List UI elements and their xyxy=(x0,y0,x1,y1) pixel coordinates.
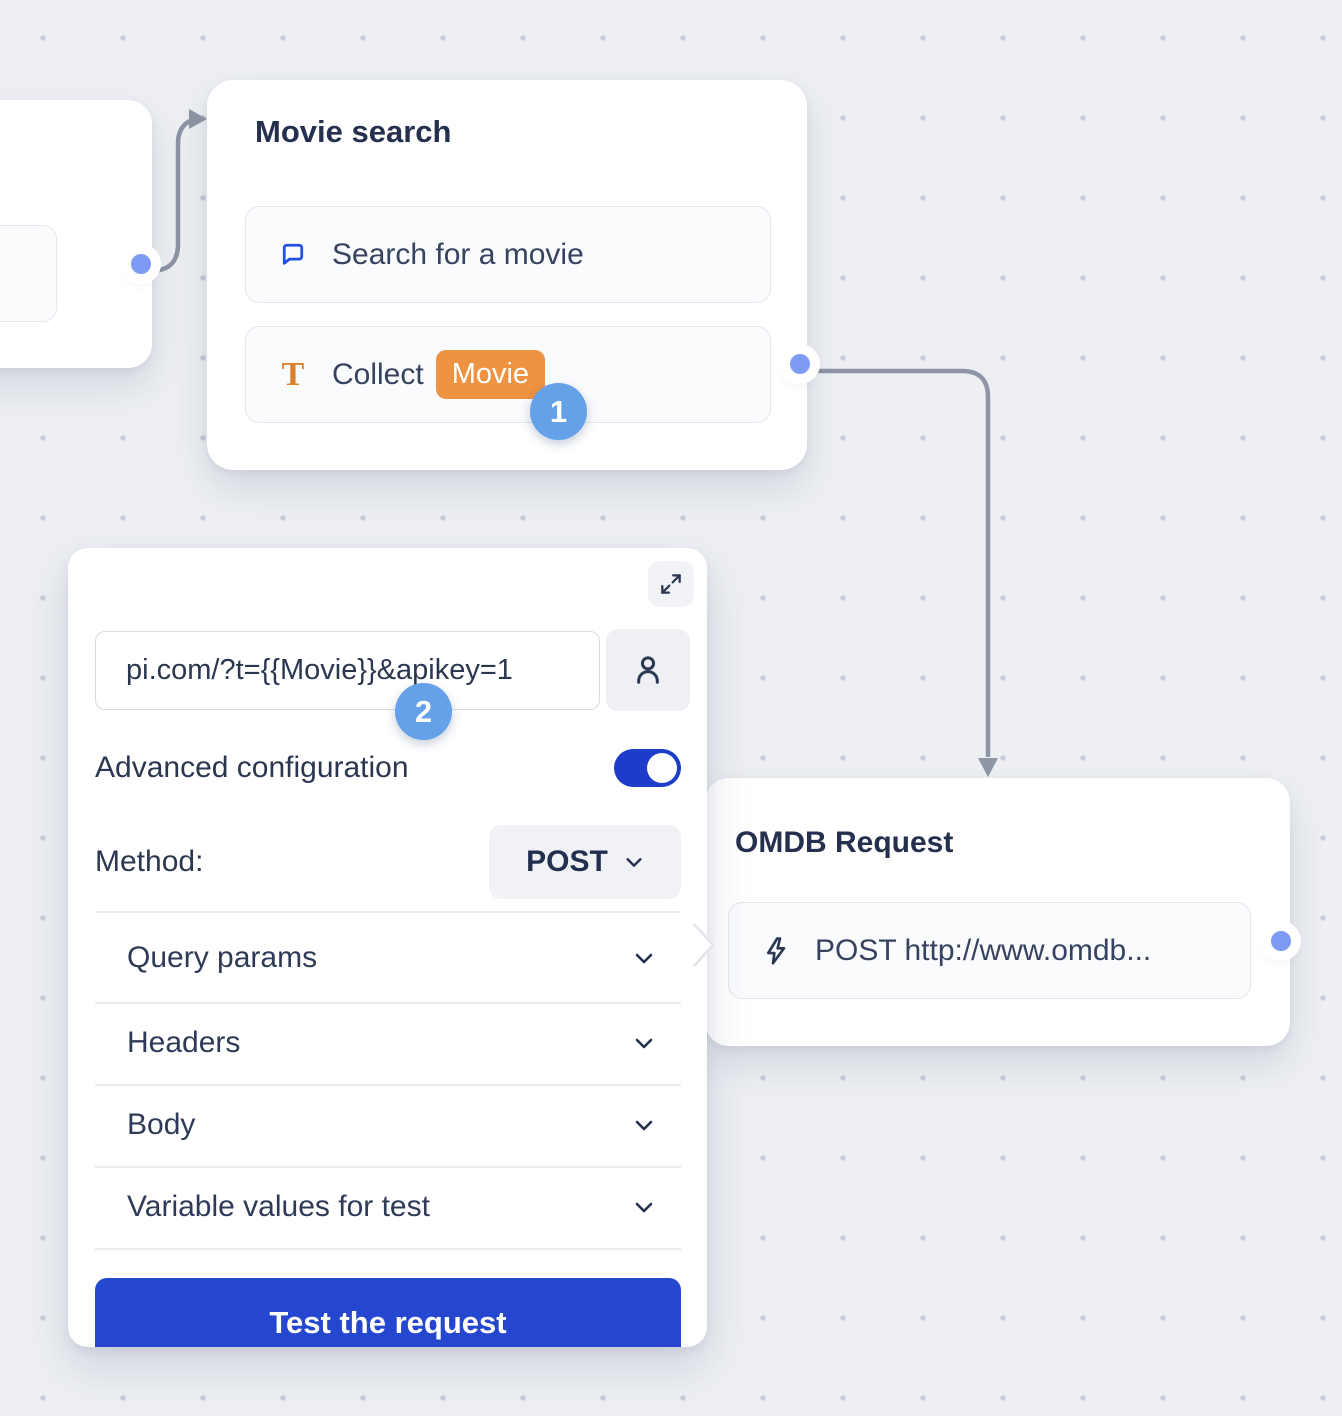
option-row-collect[interactable]: T Collect Movie xyxy=(245,326,771,423)
option-label: Collect xyxy=(332,357,424,391)
divider xyxy=(95,1002,681,1004)
node-title: OMDB Request xyxy=(735,826,954,859)
webhook-config-panel[interactable]: Advanced configuration Method: POST Quer… xyxy=(68,548,707,1347)
section-label: Headers xyxy=(127,1026,241,1059)
lightning-icon xyxy=(759,936,793,966)
divider xyxy=(95,1166,681,1168)
edge-arrowhead-down xyxy=(978,758,998,777)
divider xyxy=(95,1084,681,1086)
request-url-input[interactable] xyxy=(95,631,600,710)
divider xyxy=(95,911,681,913)
option-row-partial[interactable] xyxy=(0,225,57,322)
test-request-button[interactable]: Test the request xyxy=(95,1278,681,1347)
method-label: Method: xyxy=(95,845,204,878)
step-badge-2: 2 xyxy=(395,683,452,740)
output-port[interactable] xyxy=(131,254,151,274)
edge-left-to-movie-search xyxy=(149,116,200,274)
section-variable-values[interactable]: Variable values for test xyxy=(95,1168,681,1246)
chevron-down-icon xyxy=(626,858,642,867)
toggle-knob xyxy=(647,753,677,783)
edge-movie-search-to-omdb xyxy=(817,368,991,757)
text-input-icon: T xyxy=(281,355,305,393)
section-label: Variable values for test xyxy=(127,1190,430,1223)
divider xyxy=(95,1248,681,1250)
node-omdb-request[interactable]: OMDB Request POST http://www.omdb... xyxy=(705,778,1290,1046)
node-movie-search[interactable]: Movie search Search for a movie T Collec… xyxy=(207,80,807,470)
method-value: POST xyxy=(526,845,608,878)
option-label: Search for a movie xyxy=(332,237,584,271)
insert-variable-button[interactable] xyxy=(606,629,690,711)
panel-connector-notch xyxy=(693,923,715,967)
advanced-configuration-label: Advanced configuration xyxy=(95,751,409,784)
chevron-down-icon xyxy=(635,1202,653,1213)
output-port[interactable] xyxy=(790,354,810,374)
expand-button[interactable] xyxy=(648,561,694,607)
node-previous-partial[interactable] xyxy=(0,100,152,368)
chevron-down-icon xyxy=(635,1120,653,1131)
section-label: Query params xyxy=(127,940,318,974)
option-row-message[interactable]: Search for a movie xyxy=(245,206,771,303)
chevron-down-icon xyxy=(635,953,653,963)
person-icon xyxy=(637,656,659,684)
edge-arrowhead-right xyxy=(189,109,207,129)
method-dropdown[interactable]: POST xyxy=(489,825,681,899)
expand-icon xyxy=(661,574,681,594)
chevron-down-icon xyxy=(635,1038,653,1049)
section-query-params[interactable]: Query params xyxy=(95,913,681,1002)
node-title: Movie search xyxy=(255,114,452,149)
request-label: POST http://www.omdb... xyxy=(815,933,1152,967)
step-badge-1: 1 xyxy=(530,383,587,440)
output-port[interactable] xyxy=(1271,931,1291,951)
section-label: Body xyxy=(127,1108,196,1141)
option-row-webhook-request[interactable]: POST http://www.omdb... xyxy=(728,902,1251,999)
advanced-configuration-toggle[interactable] xyxy=(614,749,681,787)
section-headers[interactable]: Headers xyxy=(95,1004,681,1082)
section-body[interactable]: Body xyxy=(95,1086,681,1164)
variable-pill: Movie xyxy=(435,350,546,399)
chat-bubble-icon xyxy=(276,240,310,270)
